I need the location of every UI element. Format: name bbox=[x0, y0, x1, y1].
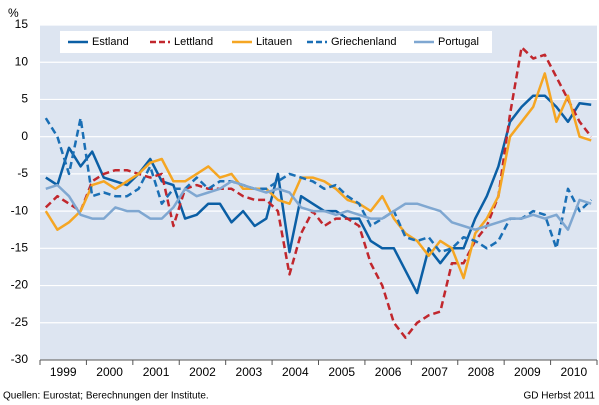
source: Quellen: Eurostat; Berechnungen der Inst… bbox=[3, 391, 209, 402]
legend-box bbox=[60, 31, 492, 53]
y-tick-label: 0 bbox=[21, 129, 28, 143]
y-tick-label: -25 bbox=[11, 315, 29, 329]
x-tick-label: 2001 bbox=[143, 365, 170, 379]
series-line bbox=[45, 180, 592, 231]
y-tick-label: -20 bbox=[11, 278, 29, 292]
x-tick-label: 2003 bbox=[236, 365, 263, 379]
note: GD Herbst 2011 bbox=[523, 391, 595, 402]
x-tick-label: 2008 bbox=[468, 365, 495, 379]
x-tick-label: 2002 bbox=[189, 365, 216, 379]
legend-label: Estland bbox=[92, 36, 129, 48]
y-axis-label: % bbox=[8, 6, 19, 20]
y-tick-label: -15 bbox=[11, 241, 29, 255]
legend-label: Lettland bbox=[174, 36, 213, 48]
legend-label: Litauen bbox=[256, 36, 292, 48]
y-tick-label: 10 bbox=[15, 54, 29, 68]
x-tick-label: 2000 bbox=[96, 365, 123, 379]
y-tick-label: -30 bbox=[11, 352, 29, 366]
x-tick-label: 2004 bbox=[282, 365, 309, 379]
x-tick-label: 2009 bbox=[514, 365, 541, 379]
x-tick-label: 2010 bbox=[560, 365, 587, 379]
series-line bbox=[44, 72, 592, 280]
y-tick-label: -5 bbox=[17, 166, 28, 180]
x-tick-label: 2006 bbox=[375, 365, 402, 379]
y-tick-label: 5 bbox=[21, 92, 28, 106]
x-tick-label: 2005 bbox=[328, 365, 355, 379]
series-line bbox=[44, 116, 593, 254]
x-tick-label: 1999 bbox=[50, 365, 77, 379]
x-tick-label: 2007 bbox=[421, 365, 448, 379]
legend-label: Portugal bbox=[438, 36, 479, 48]
y-tick-label: 15 bbox=[15, 17, 29, 31]
y-tick-label: -10 bbox=[11, 203, 29, 217]
plot-background bbox=[40, 25, 597, 360]
legend-label: Griechenland bbox=[331, 36, 396, 48]
